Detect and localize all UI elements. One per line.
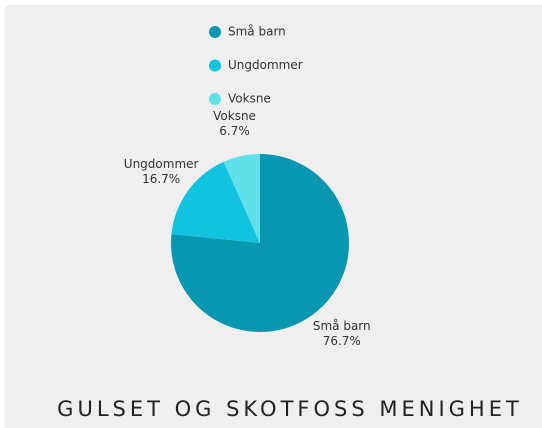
pie-slice [223, 154, 260, 243]
slice-value-label: 6.7% [219, 124, 250, 138]
pie-slice [171, 161, 260, 243]
legend-label: Voksne [228, 92, 271, 106]
legend-label: Små barn [228, 25, 286, 39]
legend-swatch [209, 59, 221, 72]
slice-value-label: 76.7% [323, 334, 361, 348]
legend-label: Ungdommer [228, 58, 303, 72]
chart-title: GULSET OG SKOTFOSS MENIGHET [57, 397, 523, 421]
slice-label: Voksne [213, 109, 256, 123]
slice-label: Små barn [313, 319, 371, 333]
slice-label: Ungdommer [124, 157, 199, 171]
legend-swatch [209, 26, 221, 38]
legend-swatch [209, 93, 221, 105]
slice-value-label: 16.7% [142, 172, 180, 186]
